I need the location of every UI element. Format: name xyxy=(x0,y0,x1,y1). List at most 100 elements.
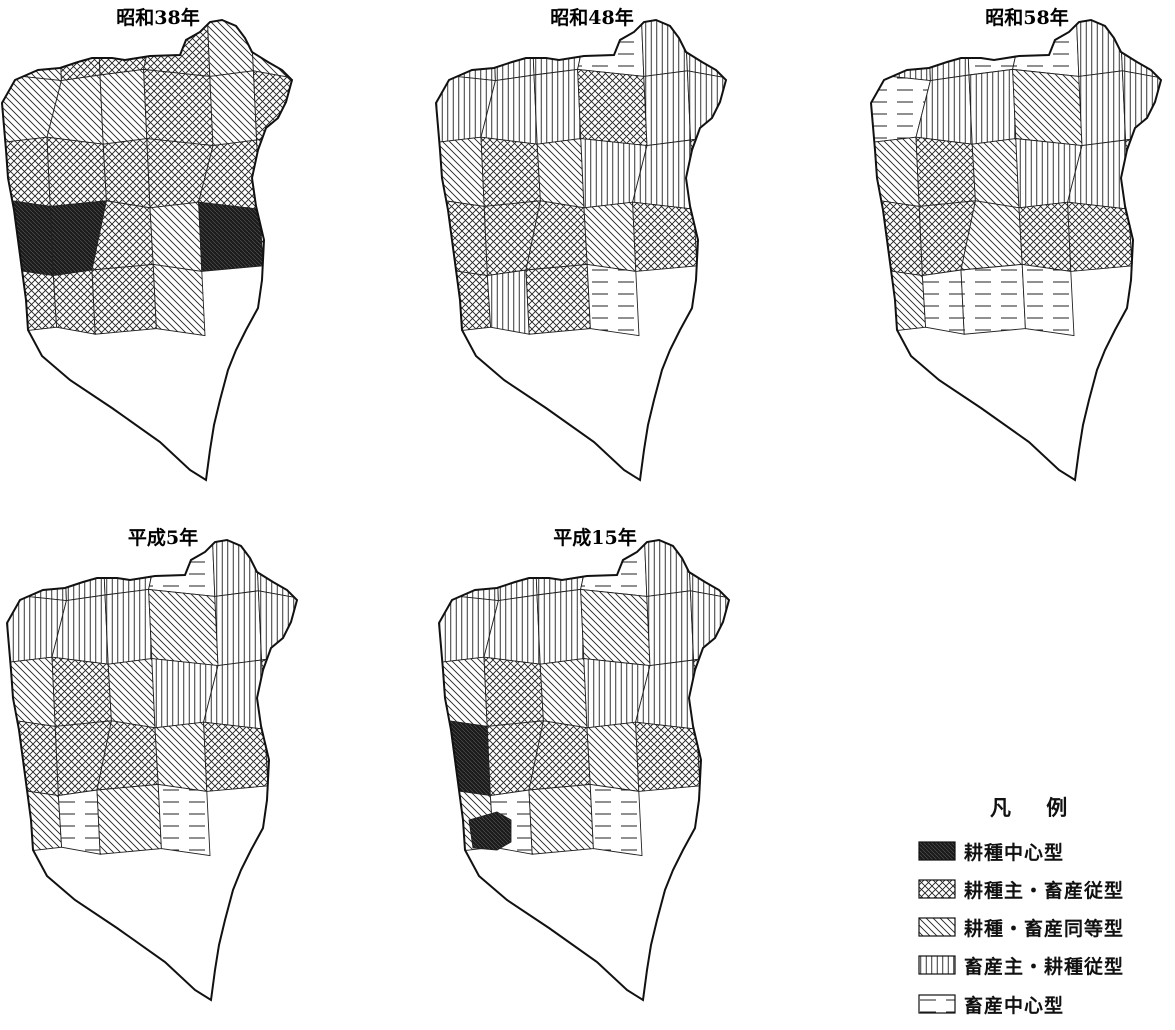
district-region xyxy=(152,263,206,337)
district-region xyxy=(257,590,297,661)
district-region xyxy=(494,540,538,602)
district-region xyxy=(1121,70,1161,141)
district-region xyxy=(533,68,582,145)
legend-item-5: 畜産中心型 xyxy=(918,991,1064,1017)
map-outline xyxy=(437,538,731,1002)
district-region xyxy=(96,783,162,855)
legend-label: 畜産中心型 xyxy=(964,994,1065,1017)
district-region xyxy=(99,68,148,145)
district-region xyxy=(693,653,729,730)
legend-swatch xyxy=(918,917,956,937)
map-title-1: 昭和38年 xyxy=(116,6,199,29)
map-outline xyxy=(869,18,1163,482)
legend-label: 耕種・畜産同等型 xyxy=(964,917,1125,940)
district-map-3 xyxy=(869,18,1163,482)
district-region xyxy=(686,540,729,599)
legend-swatch xyxy=(918,879,956,899)
district-region xyxy=(62,540,106,602)
district-region xyxy=(209,70,258,147)
legend-item-1: 耕種中心型 xyxy=(918,838,1064,864)
district-region xyxy=(683,20,726,79)
map-title-3: 昭和58年 xyxy=(985,6,1068,29)
district-region xyxy=(873,268,927,334)
map-title-2: 昭和48年 xyxy=(550,6,633,29)
district-region xyxy=(468,811,512,851)
district-region xyxy=(206,20,254,77)
district-region xyxy=(439,540,499,602)
district-region xyxy=(1125,133,1161,210)
district-region xyxy=(439,718,491,797)
district-region xyxy=(968,68,1017,145)
legend-label: 畜産主・耕種従型 xyxy=(964,955,1125,978)
district-region xyxy=(689,590,729,661)
district-region xyxy=(91,263,157,335)
district-map-1 xyxy=(0,18,294,482)
district-region xyxy=(2,198,54,277)
district-region xyxy=(259,203,292,274)
district-region xyxy=(483,656,544,727)
district-region xyxy=(1018,201,1072,272)
district-region xyxy=(915,136,976,207)
district-region xyxy=(1012,68,1083,147)
district-region xyxy=(696,723,729,794)
district-region xyxy=(148,588,219,667)
district-region xyxy=(438,268,492,334)
district-map-2 xyxy=(434,18,728,482)
district-region xyxy=(198,201,264,272)
district-region xyxy=(264,723,297,794)
district-region xyxy=(536,588,585,665)
district-region xyxy=(486,269,530,335)
district-region xyxy=(589,783,643,857)
district-region xyxy=(7,718,59,797)
district-region xyxy=(256,133,292,210)
map-outline xyxy=(434,18,728,482)
map-title-4: 平成5年 xyxy=(128,526,198,549)
district-region xyxy=(1067,201,1133,272)
district-region xyxy=(632,201,698,272)
district-region xyxy=(9,788,63,854)
district-region xyxy=(693,203,726,274)
district-region xyxy=(536,138,585,209)
district-region xyxy=(525,263,591,335)
district-region xyxy=(1118,20,1161,79)
district-region xyxy=(102,138,151,209)
district-region xyxy=(577,68,648,147)
district-region xyxy=(643,70,692,147)
map-outline xyxy=(0,18,294,482)
district-region xyxy=(104,588,153,665)
district-map-4 xyxy=(5,538,299,1002)
district-region xyxy=(1075,20,1123,77)
district-region xyxy=(960,263,1026,335)
legend-item-4: 畜産主・耕種従型 xyxy=(918,952,1124,978)
district-region xyxy=(46,136,107,207)
district-region xyxy=(635,721,701,792)
legend-label: 耕種主・畜産従型 xyxy=(964,879,1125,902)
district-region xyxy=(211,540,259,597)
district-region xyxy=(51,656,112,727)
legend-swatch xyxy=(918,841,956,861)
district-region xyxy=(143,68,214,147)
district-region xyxy=(643,540,691,597)
district-region xyxy=(586,263,640,337)
district-region xyxy=(646,590,695,667)
district-region xyxy=(580,588,651,667)
district-region xyxy=(491,20,535,82)
district-region xyxy=(107,658,156,729)
legend-item-3: 耕種・畜産同等型 xyxy=(918,914,1124,940)
district-region xyxy=(57,20,101,82)
district-region xyxy=(214,590,263,667)
legend-swatch xyxy=(918,994,956,1014)
district-region xyxy=(52,269,96,335)
district-region xyxy=(539,658,588,729)
district-region xyxy=(57,789,101,855)
district-region xyxy=(1078,70,1127,147)
district-region xyxy=(686,70,726,141)
district-region xyxy=(1021,263,1075,337)
legend-title: 凡 例 xyxy=(990,795,1082,820)
district-region xyxy=(261,653,297,730)
district-region xyxy=(528,783,594,855)
district-region xyxy=(157,783,211,857)
legend-item-2: 耕種主・畜産従型 xyxy=(918,876,1124,902)
district-region xyxy=(436,198,488,277)
